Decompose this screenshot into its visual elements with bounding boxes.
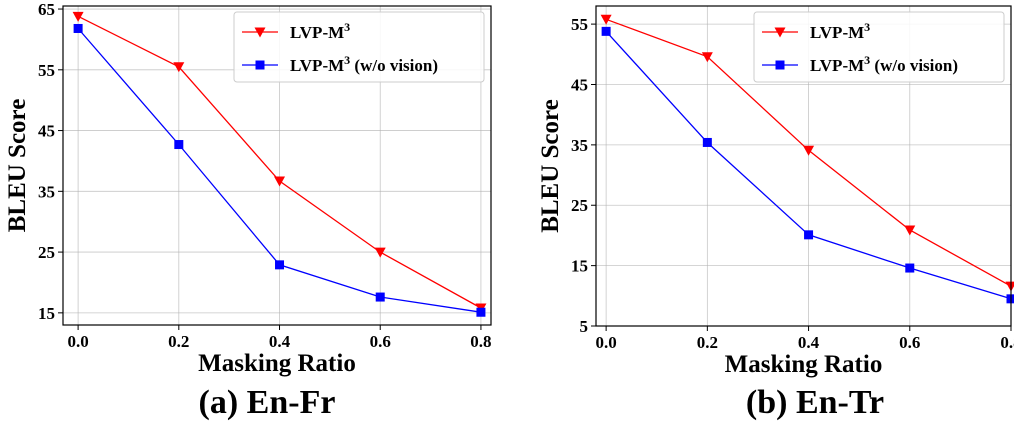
data-point-square bbox=[804, 230, 814, 240]
y-tick-label: 35 bbox=[38, 182, 55, 201]
x-tick-label: 0.6 bbox=[899, 333, 920, 352]
x-tick-label: 0.2 bbox=[168, 332, 189, 351]
x-tick-label: 0.0 bbox=[595, 333, 616, 352]
y-axis-title: BLEU Score bbox=[4, 99, 31, 233]
y-tick-label: 55 bbox=[38, 61, 55, 80]
caption-en-fr: (a) En-Fr bbox=[198, 384, 336, 421]
data-point-square bbox=[476, 307, 486, 317]
y-tick-label: 35 bbox=[571, 136, 588, 155]
y-tick-label: 25 bbox=[38, 243, 55, 262]
data-point-triangle bbox=[1005, 281, 1014, 292]
x-axis-title: Masking Ratio bbox=[198, 350, 356, 377]
x-tick-label: 0.2 bbox=[697, 333, 718, 352]
y-tick-label: 15 bbox=[571, 257, 588, 276]
data-point-triangle bbox=[374, 247, 386, 258]
x-tick-label: 0.8 bbox=[470, 332, 491, 351]
data-point-triangle bbox=[803, 145, 815, 156]
legend-marker-triangle bbox=[254, 27, 266, 38]
data-point-square bbox=[73, 23, 83, 33]
data-point-triangle bbox=[600, 14, 612, 25]
y-tick-label: 45 bbox=[38, 122, 55, 141]
y-tick-label: 55 bbox=[571, 15, 588, 34]
caption-en-tr: (b) En-Tr bbox=[745, 384, 885, 421]
legend: LVP-M3 LVP-M3 (w/o vision) bbox=[233, 11, 485, 83]
legend-label: LVP-M3 (w/o vision) bbox=[290, 53, 438, 75]
data-point-square bbox=[275, 260, 285, 270]
chart-en-tr: 5 15 25 35 45 55 0.0 0.2 0.4 0.6 0.8 Masking Ratio B… bbox=[537, 5, 1014, 378]
x-axis-title: Masking Ratio bbox=[725, 351, 883, 378]
legend: LVP-M3 LVP-M3 (w/o vision) bbox=[753, 11, 1005, 83]
plot-frame bbox=[62, 5, 492, 326]
data-point-square bbox=[174, 140, 184, 150]
x-tick-label: 0.4 bbox=[269, 332, 291, 351]
y-tick-label: 15 bbox=[38, 304, 55, 323]
y-axis-title: BLEU Score bbox=[537, 99, 564, 233]
chart-en-fr: 15 25 35 45 55 65 0.0 0.2 0.4 0.6 0.8 Masking Ratio… bbox=[4, 0, 492, 377]
data-point-triangle bbox=[72, 11, 84, 22]
x-tick-label: 0.4 bbox=[798, 333, 820, 352]
data-point-triangle bbox=[701, 52, 713, 63]
x-tick-label: 0.6 bbox=[370, 332, 391, 351]
x-tick-label: 0.8 bbox=[1000, 333, 1014, 352]
data-point-square bbox=[1006, 294, 1014, 304]
legend-label: LVP-M3 bbox=[290, 20, 350, 42]
plot-frame bbox=[595, 5, 1012, 327]
legend-label: LVP-M3 bbox=[810, 20, 870, 42]
x-tick-label: 0.0 bbox=[67, 332, 88, 351]
y-tick-label: 5 bbox=[580, 317, 589, 336]
data-point-triangle bbox=[173, 62, 185, 73]
data-point-square bbox=[905, 263, 915, 273]
legend-marker-triangle bbox=[774, 27, 786, 38]
legend-marker-square bbox=[255, 60, 265, 70]
legend-marker-square bbox=[775, 60, 785, 70]
data-point-square bbox=[601, 26, 611, 36]
legend-box bbox=[753, 11, 1005, 83]
data-point-square bbox=[702, 137, 712, 147]
data-point-triangle bbox=[274, 176, 286, 187]
y-tick-label: 25 bbox=[571, 196, 588, 215]
data-point-triangle bbox=[904, 225, 916, 236]
legend-label: LVP-M3 (w/o vision) bbox=[810, 53, 958, 75]
legend-box bbox=[233, 11, 485, 83]
data-point-square bbox=[375, 292, 385, 302]
y-tick-label: 65 bbox=[38, 0, 55, 19]
y-tick-label: 45 bbox=[571, 75, 588, 94]
